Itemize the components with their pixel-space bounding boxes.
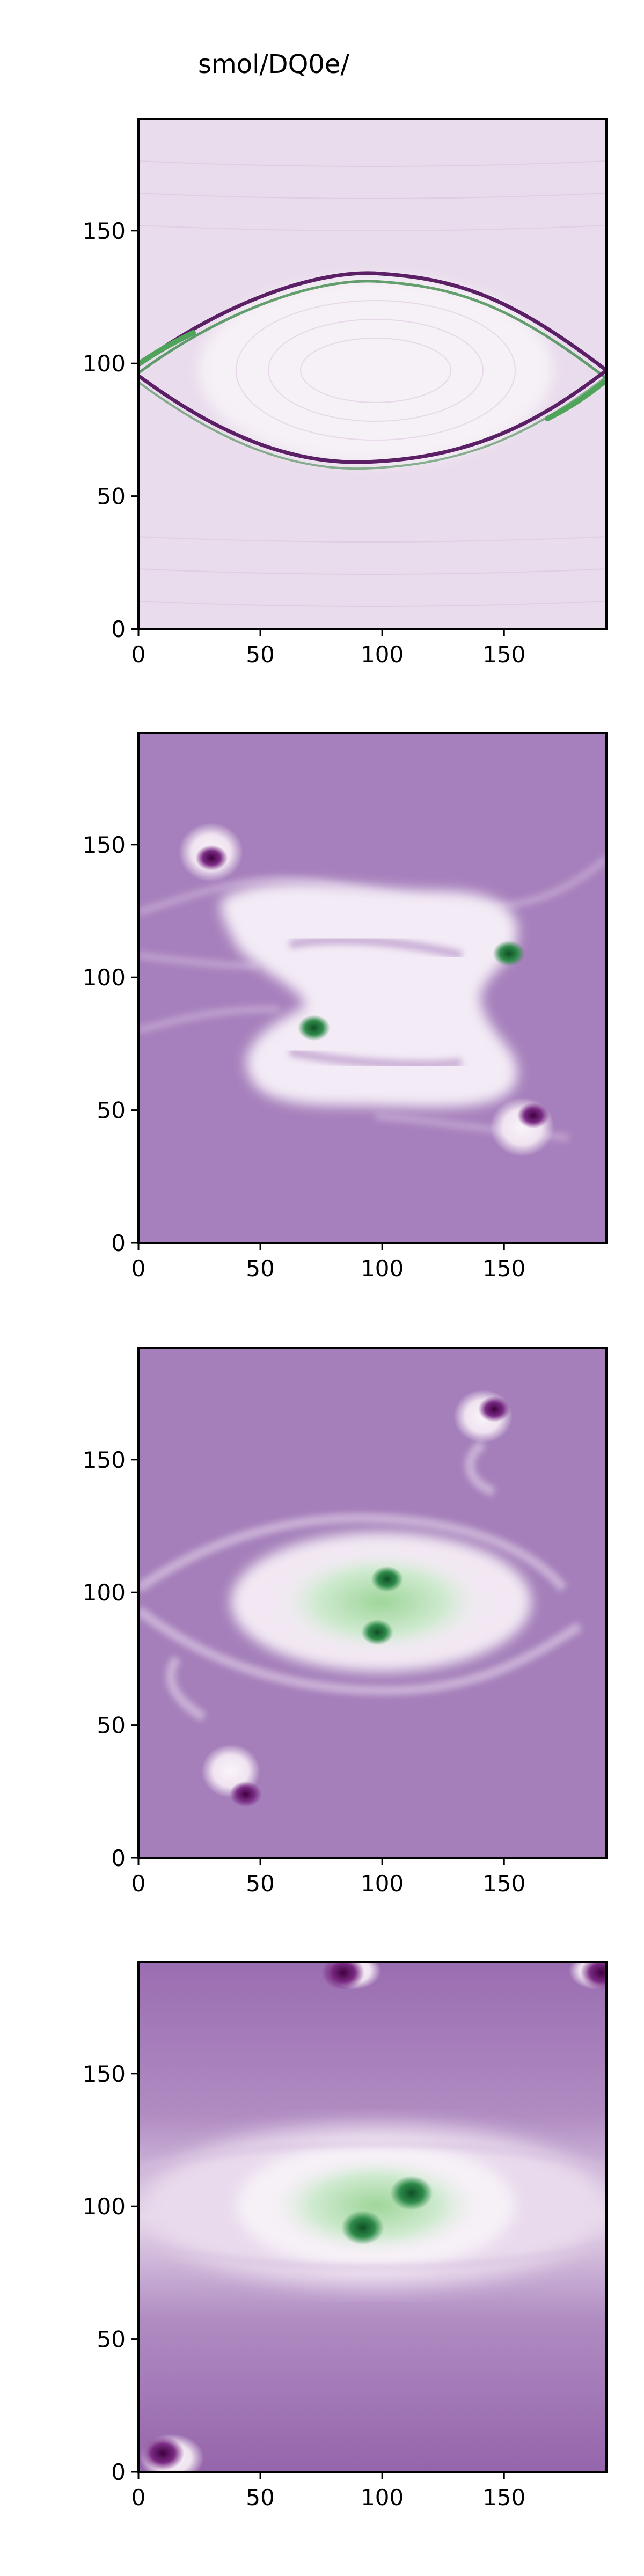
x-tick-label: 150 xyxy=(482,2484,525,2511)
positive-vortex-mark xyxy=(390,2176,433,2211)
panel-3: 0 50 100 150 0 50 100 150 xyxy=(83,1347,608,1897)
panel-4: 0 50 100 150 0 50 100 150 xyxy=(83,1961,608,2511)
positive-vortex-mark xyxy=(493,940,525,967)
y-tick-label: 0 xyxy=(111,2459,126,2485)
positive-vortex-mark xyxy=(298,1015,330,1041)
panel-2-heatmap xyxy=(138,733,606,1243)
y-tick-label: 100 xyxy=(83,350,126,377)
y-tick-label: 50 xyxy=(97,484,126,510)
y-tick-label: 0 xyxy=(111,616,126,642)
negative-vortex-mark xyxy=(321,1962,365,1990)
panel-1-heatmap xyxy=(138,119,606,629)
x-tick-label: 150 xyxy=(482,1255,525,1282)
x-tick-label: 50 xyxy=(246,2484,274,2511)
positive-vortex-mark xyxy=(341,2210,384,2245)
negative-vortex-mark xyxy=(229,1781,262,1807)
y-tick-label: 0 xyxy=(111,1845,126,1871)
panel-3-frame xyxy=(137,1347,608,1859)
x-tick-label: 0 xyxy=(131,2484,146,2511)
x-tick-label: 150 xyxy=(482,641,525,668)
x-tick-label: 100 xyxy=(361,641,404,668)
x-tick-label: 150 xyxy=(482,1870,525,1897)
x-tick-label: 0 xyxy=(131,1870,146,1897)
panel-1-frame xyxy=(137,118,608,630)
y-tick-label: 150 xyxy=(83,2061,126,2087)
negative-vortex-mark xyxy=(195,845,228,871)
x-tick-label: 50 xyxy=(246,641,274,668)
y-tick-label: 50 xyxy=(97,2326,126,2353)
y-tick-label: 150 xyxy=(83,218,126,244)
negative-vortex-mark xyxy=(517,1102,550,1129)
negative-vortex-mark xyxy=(580,1962,606,1990)
positive-vortex-mark xyxy=(361,1619,394,1645)
figure-title: smol/DQ0e/ xyxy=(198,49,349,79)
y-tick-label: 150 xyxy=(83,832,126,858)
x-tick-label: 0 xyxy=(131,641,146,668)
x-tick-label: 100 xyxy=(361,1870,404,1897)
y-tick-label: 100 xyxy=(83,964,126,991)
panel-1: 0 50 100 150 0 50 100 150 xyxy=(83,118,608,668)
y-tick-label: 100 xyxy=(83,1579,126,1606)
x-tick-label: 50 xyxy=(246,1255,274,1282)
negative-vortex-mark xyxy=(141,2436,185,2471)
x-tick-label: 0 xyxy=(131,1255,146,1282)
x-tick-label: 100 xyxy=(361,2484,404,2511)
x-tick-label: 100 xyxy=(361,1255,404,1282)
panel-2: 0 50 100 150 0 50 100 150 xyxy=(83,732,608,1282)
panel-2-frame xyxy=(137,732,608,1244)
positive-vortex-mark xyxy=(371,1566,404,1592)
y-tick-label: 50 xyxy=(97,1097,126,1124)
y-tick-label: 100 xyxy=(83,2193,126,2220)
panel-4-frame xyxy=(137,1961,608,2473)
panel-4-heatmap xyxy=(138,1962,606,2472)
y-tick-label: 50 xyxy=(97,1713,126,1739)
x-tick-label: 50 xyxy=(246,1870,274,1897)
y-tick-label: 0 xyxy=(111,1230,126,1256)
negative-vortex-mark xyxy=(478,1396,511,1422)
panel-3-heatmap xyxy=(138,1348,606,1858)
y-tick-label: 150 xyxy=(83,1447,126,1473)
